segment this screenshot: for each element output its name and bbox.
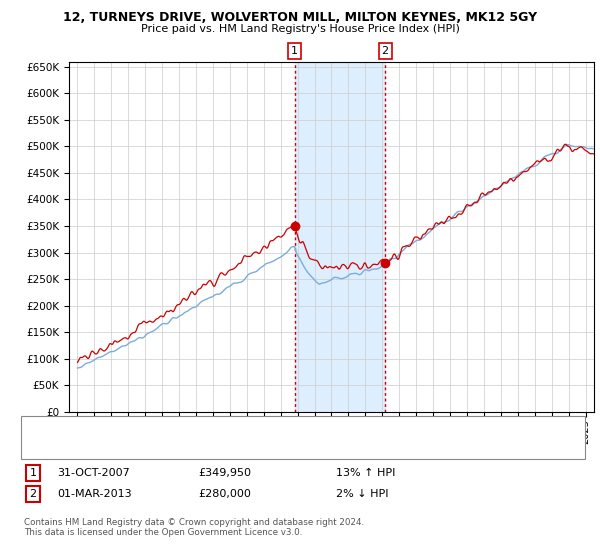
Text: 13% ↑ HPI: 13% ↑ HPI — [336, 468, 395, 478]
Text: 1: 1 — [291, 46, 298, 56]
Text: £349,950: £349,950 — [198, 468, 251, 478]
Text: 2: 2 — [29, 489, 37, 499]
Text: 31-OCT-2007: 31-OCT-2007 — [57, 468, 130, 478]
Text: 12, TURNEYS DRIVE, WOLVERTON MILL, MILTON KEYNES, MK12 5GY: 12, TURNEYS DRIVE, WOLVERTON MILL, MILTO… — [63, 11, 537, 24]
Text: HPI: Average price, detached house, Milton Keynes: HPI: Average price, detached house, Milt… — [69, 441, 318, 451]
Text: Contains HM Land Registry data © Crown copyright and database right 2024.
This d: Contains HM Land Registry data © Crown c… — [24, 518, 364, 538]
Text: 2: 2 — [382, 46, 389, 56]
Text: 12, TURNEYS DRIVE, WOLVERTON MILL, MILTON KEYNES, MK12 5GY (detached house): 12, TURNEYS DRIVE, WOLVERTON MILL, MILTO… — [69, 424, 488, 434]
Text: 01-MAR-2013: 01-MAR-2013 — [57, 489, 131, 499]
Text: £280,000: £280,000 — [198, 489, 251, 499]
Text: 1: 1 — [29, 468, 37, 478]
Text: Price paid vs. HM Land Registry's House Price Index (HPI): Price paid vs. HM Land Registry's House … — [140, 24, 460, 34]
Text: 2% ↓ HPI: 2% ↓ HPI — [336, 489, 389, 499]
Bar — [295, 62, 385, 412]
